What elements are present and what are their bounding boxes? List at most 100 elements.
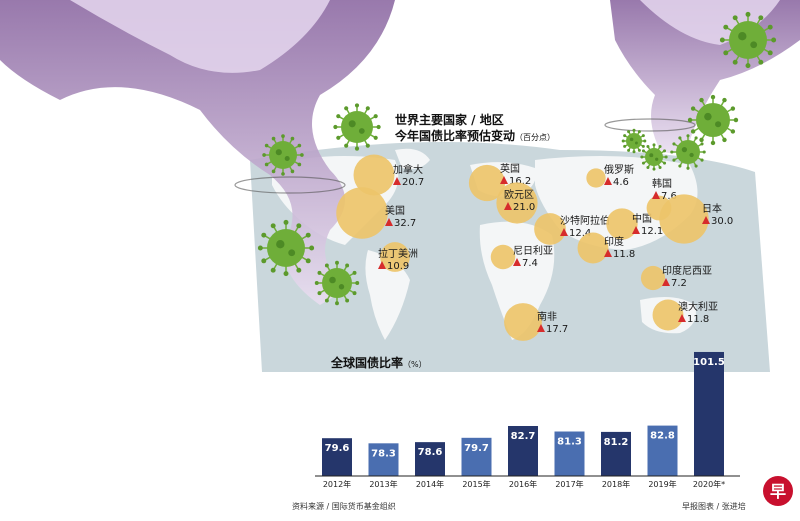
- country-name: 欧元区: [504, 189, 534, 201]
- country-name: 印度尼西亚: [662, 264, 712, 277]
- country-change-value: 20.7: [402, 177, 424, 188]
- increase-triangle-icon: [678, 314, 686, 322]
- increase-triangle-icon: [378, 261, 386, 269]
- bubble-mark: [496, 182, 538, 224]
- chart-title: 全球国债比率（%）: [330, 355, 427, 370]
- increase-triangle-icon: [504, 202, 512, 210]
- country-change-value: 12.4: [569, 228, 591, 239]
- map-title-line2: 今年国债比率预估变动（百分点）: [394, 128, 555, 143]
- year-tick-label: 2016年: [509, 479, 537, 489]
- increase-triangle-icon: [632, 226, 640, 234]
- year-tick-label: 2014年: [416, 479, 444, 489]
- bar: [647, 425, 678, 476]
- bar-value-label: 79.7: [464, 443, 489, 454]
- bubble-mark: [606, 208, 638, 240]
- country-name: 印度: [604, 235, 624, 248]
- bar-group: 81.3 2017年: [554, 431, 585, 489]
- country-name: 南非: [537, 310, 557, 323]
- country-change-value: 7.4: [522, 258, 538, 269]
- country-bubbles: 加拿大20.7美国32.7拉丁美洲10.9英国16.2欧元区21.0俄罗斯4.6…: [336, 154, 733, 341]
- country-name: 美国: [385, 204, 405, 217]
- bubble-mark: [586, 168, 606, 188]
- bar-value-label: 81.2: [604, 437, 629, 448]
- increase-triangle-icon: [652, 191, 660, 199]
- country-change-value: 11.8: [687, 314, 709, 325]
- bar: [508, 425, 538, 476]
- country-name: 拉丁美洲: [378, 247, 418, 260]
- bar-value-label: 78.6: [418, 447, 443, 458]
- bubble-mark: [353, 154, 395, 196]
- country-name: 俄罗斯: [604, 163, 634, 176]
- bar-group: 79.7 2015年: [461, 437, 492, 489]
- south-america-shape: [365, 250, 410, 340]
- virus-icon: [687, 94, 739, 146]
- asia-shape: [535, 156, 698, 250]
- country-change-value: 32.7: [394, 218, 416, 229]
- virus-icon: [621, 128, 647, 154]
- credit-note: 早报图表 / 张进培: [682, 501, 746, 511]
- bubble-mark: [652, 299, 684, 331]
- country-change-value: 17.7: [546, 324, 568, 335]
- year-tick-label: 2012年: [323, 479, 351, 489]
- country-name: 中国: [632, 212, 652, 225]
- increase-triangle-icon: [604, 249, 612, 257]
- source-note: 资料来源 / 国际货币基金组织: [292, 501, 396, 511]
- bar: [322, 438, 352, 476]
- bar-value-label: 79.6: [325, 443, 350, 454]
- country-change-value: 11.8: [613, 249, 635, 260]
- bubble-mark: [659, 194, 709, 244]
- bubble-mark: [504, 303, 542, 341]
- year-tick-label: 2018年: [602, 479, 630, 489]
- map-title: 世界主要国家 / 地区 今年国债比率预估变动（百分点）: [394, 112, 555, 143]
- bar-value-label: 81.3: [557, 437, 582, 448]
- country-name: 加拿大: [393, 163, 423, 176]
- country-change-value: 10.9: [387, 261, 409, 272]
- bar-group: 78.3 2013年: [368, 443, 399, 489]
- bar-group: 82.8 2019年: [647, 425, 678, 489]
- country-name: 尼日利亚: [513, 245, 553, 257]
- bubble-mark: [640, 265, 666, 291]
- bar-chart: 全球国债比率（%） 79.6 2012年 78.3 2013年 78.6 2014年 79.…: [315, 351, 740, 489]
- increase-triangle-icon: [537, 324, 545, 332]
- bar-group: 101.5 2020年*: [693, 351, 725, 489]
- country-name: 韩国: [652, 177, 672, 190]
- bar: [368, 443, 399, 476]
- bar-group: 82.7 2016年: [508, 425, 538, 489]
- svg-text:早: 早: [770, 482, 786, 501]
- increase-triangle-icon: [604, 177, 612, 185]
- bar: [554, 431, 585, 476]
- bubble-mark: [490, 244, 516, 270]
- virus-icon: [333, 103, 381, 151]
- map-title-line1: 世界主要国家 / 地区: [395, 112, 504, 127]
- increase-triangle-icon: [393, 177, 401, 185]
- virus-particles: [257, 11, 777, 306]
- virus-icon: [257, 219, 315, 277]
- country-change-value: 4.6: [613, 177, 629, 188]
- increase-triangle-icon: [560, 228, 568, 236]
- greenland-shape: [395, 148, 430, 169]
- bar-group: 81.2 2018年: [601, 431, 631, 489]
- bubble-mark: [577, 232, 609, 264]
- country-change-value: 30.0: [711, 216, 733, 227]
- year-tick-label: 2015年: [462, 479, 490, 489]
- bar-group: 79.6 2012年: [322, 438, 352, 489]
- country-change-value: 7.2: [671, 278, 687, 289]
- bar: [601, 431, 631, 476]
- year-tick-label: 2020年*: [693, 479, 725, 489]
- increase-triangle-icon: [662, 278, 670, 286]
- bar-value-label: 101.5: [693, 357, 725, 368]
- bar-value-label: 82.8: [650, 431, 675, 442]
